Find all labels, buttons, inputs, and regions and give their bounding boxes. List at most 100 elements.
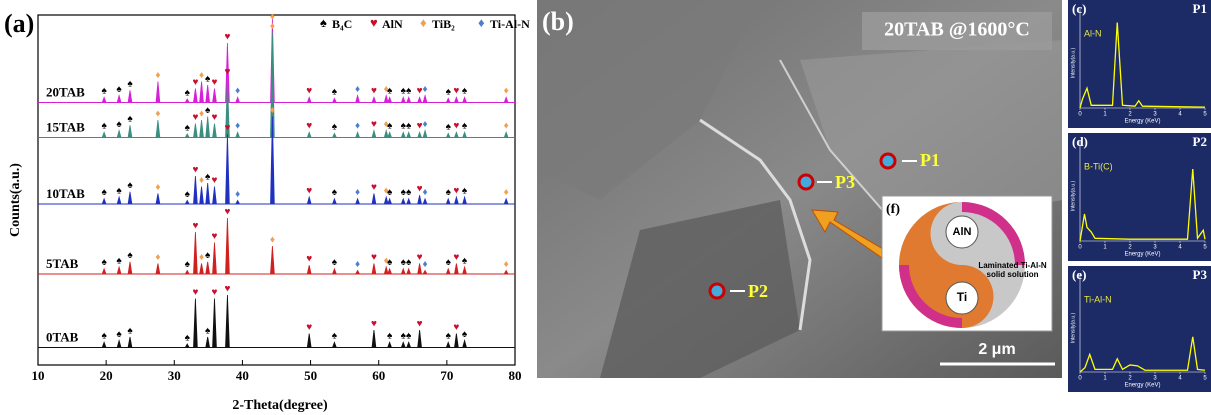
peak <box>407 342 411 347</box>
peak <box>213 299 217 348</box>
phase-marker: ♥ <box>371 119 377 130</box>
phase-marker: ♥ <box>192 287 198 298</box>
phase-marker: ♦ <box>504 187 509 198</box>
peak <box>194 299 198 348</box>
peak <box>102 199 106 204</box>
phase-marker: ♠ <box>332 187 338 198</box>
peak <box>418 195 422 204</box>
phase-marker: ♥ <box>306 86 312 97</box>
peak <box>333 98 337 102</box>
x-tick-label: 50 <box>304 368 317 383</box>
peak <box>117 197 121 204</box>
series-label: 0TAB <box>46 329 79 344</box>
phase-marker: ♥ <box>192 112 198 123</box>
phase-marker: ♦ <box>384 119 389 130</box>
phase-marker: ♦ <box>235 121 240 132</box>
phase-marker: ♥ <box>212 287 218 298</box>
phase-marker: ♠ <box>205 73 211 84</box>
peak <box>401 269 405 274</box>
series-label: 10TAB <box>46 186 85 201</box>
phase-marker: ♦ <box>422 119 427 130</box>
x-axis-label: Energy (KeV) <box>1124 383 1160 389</box>
legend-symbol: ♠ <box>320 15 327 30</box>
y-axis-label: Counts(a.u.) <box>8 163 23 237</box>
phase-marker: ♠ <box>446 331 452 342</box>
phase-marker: ♥ <box>306 322 312 333</box>
peak <box>401 97 405 102</box>
phase-marker: ♠ <box>446 257 452 268</box>
phase-marker: ♥ <box>212 231 218 242</box>
phase-marker: ♠ <box>446 122 452 133</box>
phase-marker: ♥ <box>453 185 459 196</box>
figure: (a) Counts(a.u.) 2-Theta(degree) 20TAB @… <box>0 0 1211 415</box>
peak <box>128 262 132 274</box>
phase-marker: ♦ <box>235 189 240 200</box>
peak <box>226 218 230 274</box>
phase-marker: ♥ <box>192 220 198 231</box>
peak <box>307 97 311 102</box>
peak <box>128 337 132 348</box>
inset-text: AlN <box>953 226 972 238</box>
phase-marker: ♥ <box>224 206 230 217</box>
peak <box>504 97 508 102</box>
peak <box>206 85 210 103</box>
peak <box>185 134 189 138</box>
phase-marker: ♦ <box>155 182 160 193</box>
peak <box>194 124 198 138</box>
peak <box>206 117 210 138</box>
peak <box>102 132 106 137</box>
phase-marker: ♦ <box>422 187 427 198</box>
peak <box>407 199 411 204</box>
sem-caption: 20TAB @1600°C <box>884 19 1030 41</box>
peak <box>271 246 275 274</box>
phase-marker: ♥ <box>371 182 377 193</box>
phase-marker: ♦ <box>155 70 160 81</box>
annotation: Al-N <box>1084 28 1102 38</box>
peak <box>418 132 422 137</box>
peak <box>213 89 217 103</box>
peak <box>213 187 217 205</box>
peak <box>185 201 189 205</box>
peak <box>388 199 392 204</box>
phase-marker: ♠ <box>205 250 211 261</box>
peak <box>236 201 240 205</box>
peak <box>463 132 467 137</box>
peak <box>156 120 160 138</box>
peak <box>236 132 240 137</box>
peak <box>213 124 217 138</box>
peak <box>156 264 160 275</box>
peak <box>372 330 376 348</box>
peak <box>388 269 392 274</box>
peak <box>454 264 458 275</box>
phase-marker: ♥ <box>371 252 377 263</box>
peak <box>333 133 337 137</box>
peak <box>117 131 121 138</box>
scale-label: 2 μm <box>978 341 1015 358</box>
peak <box>446 199 450 204</box>
peak <box>504 271 508 275</box>
x-tick-label: 40 <box>236 368 249 383</box>
y-axis-label: Intensity(a.u.) <box>1070 48 1076 79</box>
peak <box>504 132 508 137</box>
peak <box>463 341 467 348</box>
spectrum-background <box>1068 0 1211 128</box>
phase-marker: ♦ <box>384 84 389 95</box>
phase-marker: ♥ <box>453 121 459 132</box>
panel-label: (e) <box>1072 267 1086 282</box>
phase-marker: ♦ <box>504 259 509 270</box>
inset-label: (f) <box>886 202 900 217</box>
peak <box>236 97 240 102</box>
phase-marker: ♦ <box>384 255 389 266</box>
phase-marker: ♠ <box>101 121 107 132</box>
phase-marker: ♠ <box>406 187 412 198</box>
phase-marker: ♠ <box>332 331 338 342</box>
peak <box>407 132 411 137</box>
phase-marker: ♠ <box>116 84 122 95</box>
legend-symbol: ♥ <box>370 15 378 30</box>
series-label: 5TAB <box>46 256 79 271</box>
peak <box>463 97 467 102</box>
peak <box>446 269 450 274</box>
peak <box>418 97 422 102</box>
peak <box>388 97 392 102</box>
phase-marker: ♠ <box>185 332 191 343</box>
